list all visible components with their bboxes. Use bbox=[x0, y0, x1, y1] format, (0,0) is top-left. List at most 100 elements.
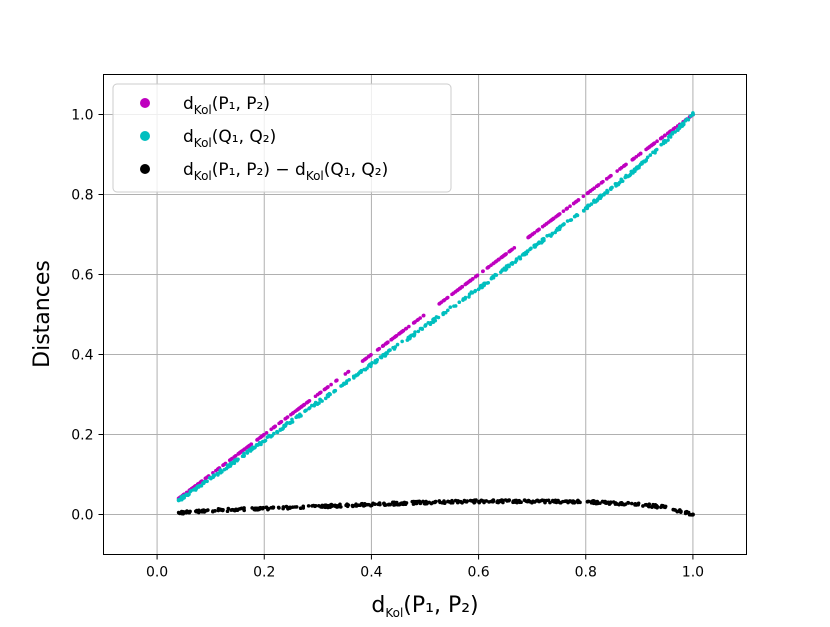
data-point bbox=[254, 443, 259, 447]
data-point bbox=[222, 467, 227, 472]
data-points bbox=[176, 111, 695, 517]
data-point bbox=[421, 499, 425, 504]
data-point bbox=[459, 500, 463, 504]
data-point bbox=[344, 381, 349, 386]
data-point bbox=[538, 499, 543, 503]
data-point bbox=[594, 500, 598, 504]
data-point bbox=[650, 505, 654, 510]
data-point bbox=[629, 501, 634, 506]
data-point bbox=[277, 506, 281, 510]
data-point bbox=[334, 504, 339, 508]
data-point bbox=[203, 479, 207, 484]
y-tick-label: 0.4 bbox=[71, 348, 93, 364]
data-point bbox=[226, 465, 230, 469]
data-point bbox=[548, 500, 552, 505]
data-point bbox=[617, 180, 622, 185]
data-point bbox=[307, 398, 312, 403]
data-point bbox=[481, 283, 486, 287]
legend-label: dKol(P₁, P₂) bbox=[183, 94, 270, 117]
data-point bbox=[320, 503, 325, 508]
data-point bbox=[614, 184, 618, 188]
data-point bbox=[478, 283, 483, 288]
data-point bbox=[181, 511, 186, 516]
legend-marker bbox=[140, 98, 150, 108]
data-point bbox=[208, 476, 213, 480]
data-point bbox=[363, 503, 367, 507]
data-point bbox=[293, 409, 297, 414]
x-axis-label: dKol(P₁, P₂) bbox=[371, 593, 478, 620]
legend: dKol(P₁, P₂) dKol(Q₁, Q₂) dKol(P₁, P₂) − d… bbox=[112, 83, 452, 193]
data-point bbox=[425, 500, 430, 505]
data-point bbox=[345, 502, 349, 506]
data-point bbox=[613, 501, 618, 505]
data-point bbox=[432, 317, 436, 322]
data-point bbox=[629, 169, 634, 174]
data-point bbox=[363, 367, 368, 372]
data-point bbox=[299, 405, 304, 409]
data-point bbox=[496, 500, 500, 504]
data-point bbox=[651, 150, 655, 155]
data-point bbox=[369, 503, 374, 507]
data-point bbox=[602, 499, 607, 504]
data-point bbox=[532, 245, 537, 249]
legend-marker bbox=[140, 131, 150, 141]
data-point bbox=[481, 269, 485, 273]
data-point bbox=[509, 261, 514, 266]
data-point bbox=[185, 509, 189, 513]
data-point bbox=[668, 135, 673, 139]
data-point bbox=[683, 119, 688, 123]
data-point bbox=[491, 261, 496, 266]
data-point bbox=[686, 511, 691, 515]
data-point bbox=[334, 378, 339, 383]
data-point bbox=[608, 501, 612, 505]
data-point bbox=[526, 235, 530, 240]
data-point bbox=[214, 468, 218, 473]
data-point bbox=[319, 390, 323, 395]
data-point bbox=[237, 507, 241, 511]
data-point bbox=[258, 435, 262, 440]
data-point bbox=[229, 457, 233, 462]
data-point bbox=[679, 510, 683, 514]
data-point bbox=[619, 501, 624, 505]
data-point bbox=[568, 218, 573, 223]
data-point bbox=[204, 508, 209, 513]
data-point bbox=[432, 500, 437, 505]
legend-label: dKol(P₁, P₂) − dKol(Q₁, Q₂) bbox=[183, 160, 388, 183]
data-point bbox=[333, 388, 338, 393]
data-point bbox=[596, 183, 601, 187]
data-point bbox=[283, 417, 288, 421]
data-point bbox=[416, 329, 421, 334]
axis-ticks: 0.0 0.2 0.4 0.6 0.8 1.0 0.0 0.2 0.4 0.6 0.8 1.0 bbox=[71, 108, 704, 581]
data-point bbox=[445, 295, 450, 300]
data-point bbox=[450, 499, 454, 504]
data-point bbox=[343, 372, 348, 376]
data-point bbox=[662, 133, 667, 138]
data-point bbox=[377, 346, 382, 351]
data-point bbox=[636, 153, 641, 157]
data-point bbox=[565, 206, 570, 211]
data-point bbox=[655, 505, 659, 510]
x-tick-label: 1.0 bbox=[682, 565, 704, 581]
data-point bbox=[416, 317, 420, 322]
data-point bbox=[281, 506, 285, 511]
data-point bbox=[354, 373, 359, 377]
data-point bbox=[671, 127, 676, 131]
data-point bbox=[543, 500, 547, 505]
data-point bbox=[325, 393, 330, 397]
data-point bbox=[414, 501, 419, 506]
data-point bbox=[458, 286, 463, 290]
data-point bbox=[384, 341, 389, 346]
data-point bbox=[197, 509, 202, 513]
data-point bbox=[452, 304, 456, 308]
data-point bbox=[317, 401, 321, 405]
data-point bbox=[597, 194, 602, 199]
data-point bbox=[592, 186, 597, 190]
data-point bbox=[522, 252, 527, 257]
data-point bbox=[268, 434, 273, 439]
data-point bbox=[246, 444, 250, 449]
data-point bbox=[586, 191, 590, 195]
legend-box bbox=[112, 83, 452, 193]
data-point bbox=[407, 336, 412, 341]
data-point bbox=[390, 500, 395, 505]
